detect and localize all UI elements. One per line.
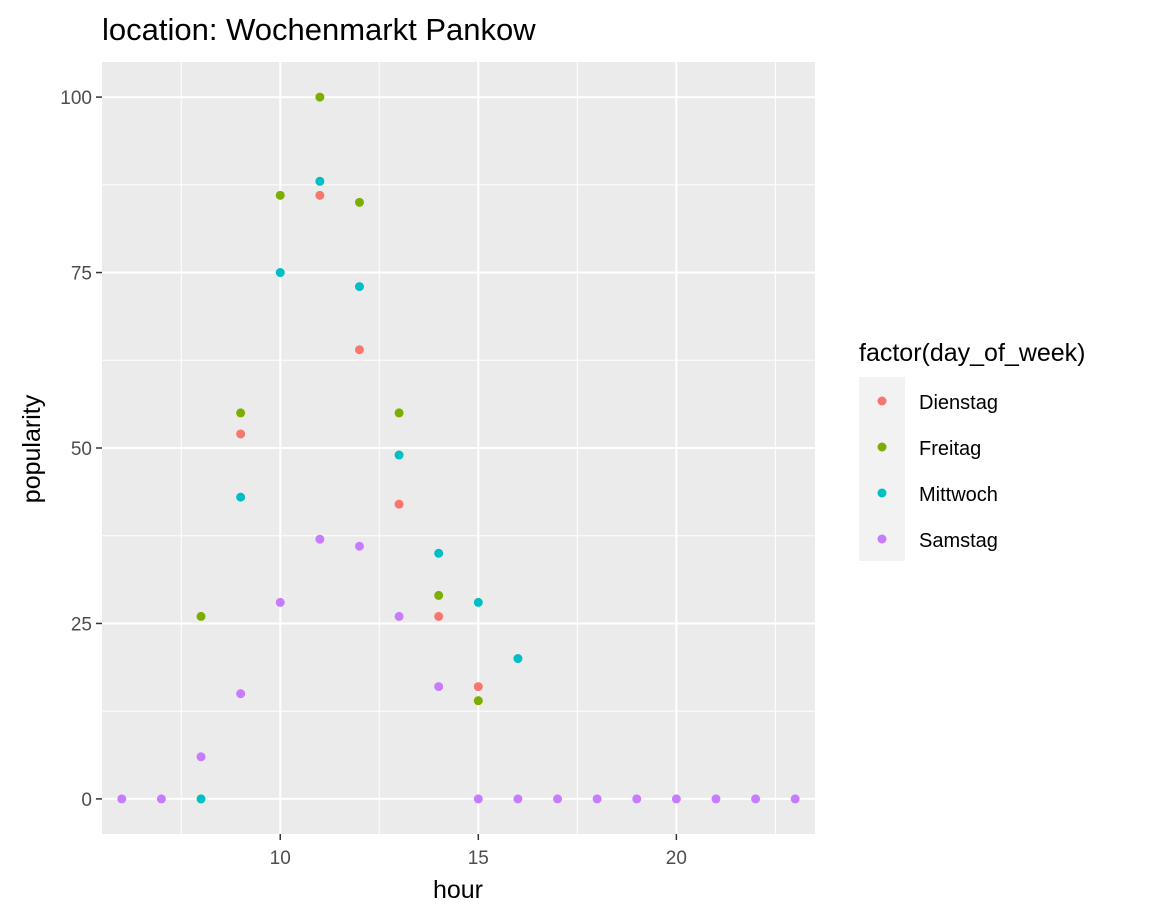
- data-point-mittwoch: [394, 450, 404, 460]
- data-point-samstag: [671, 794, 681, 804]
- data-point-mittwoch: [473, 597, 483, 607]
- data-point-mittwoch: [315, 176, 325, 186]
- x-tick-label: 15: [468, 848, 489, 869]
- legend-items: Dienstag Freitag Mittwoch Samstag: [877, 392, 998, 552]
- data-point-freitag: [275, 190, 285, 200]
- legend-key-samstag: [877, 534, 887, 544]
- y-tick-label: 0: [81, 790, 92, 811]
- data-point-samstag: [354, 541, 364, 551]
- x-axis: 10 15 20: [270, 834, 687, 869]
- data-point-samstag: [632, 794, 642, 804]
- data-point-mittwoch: [275, 268, 285, 278]
- data-point-dienstag: [315, 190, 325, 200]
- x-tick-label: 20: [666, 848, 687, 869]
- data-point-freitag: [354, 197, 364, 207]
- legend-key-background: [859, 377, 905, 561]
- data-point-mittwoch: [196, 794, 206, 804]
- y-axis-title: popularity: [18, 394, 46, 503]
- y-tick-label: 25: [71, 614, 92, 635]
- data-point-mittwoch: [434, 548, 444, 558]
- y-tick-label: 50: [71, 439, 92, 460]
- data-point-dienstag: [434, 611, 444, 621]
- data-point-freitag: [315, 92, 325, 102]
- y-tick-label: 75: [71, 264, 92, 285]
- data-point-samstag: [592, 794, 602, 804]
- legend-title: factor(day_of_week): [859, 339, 1086, 367]
- data-point-samstag: [394, 611, 404, 621]
- major-gridlines: [102, 62, 815, 834]
- data-point-samstag: [473, 794, 483, 804]
- legend: factor(day_of_week) Dienstag Freitag Mittw…: [859, 339, 1086, 561]
- plot-panel: [102, 62, 815, 834]
- data-point-samstag: [196, 752, 206, 762]
- data-point-samstag: [315, 534, 325, 544]
- data-point-freitag: [434, 590, 444, 600]
- chart-title: location: Wochenmarkt Pankow: [102, 12, 536, 47]
- data-point-samstag: [236, 689, 246, 699]
- data-point-dienstag: [236, 429, 246, 439]
- legend-label-samstag: Samstag: [919, 530, 998, 552]
- data-point-dienstag: [473, 682, 483, 692]
- data-point-freitag: [236, 408, 246, 418]
- legend-key-freitag: [877, 442, 887, 452]
- legend-label-freitag: Freitag: [919, 438, 981, 460]
- data-point-samstag: [156, 794, 166, 804]
- legend-label-dienstag: Dienstag: [919, 392, 998, 414]
- data-point-dienstag: [354, 345, 364, 355]
- data-point-samstag: [790, 794, 800, 804]
- data-point-samstag: [553, 794, 563, 804]
- data-point-freitag: [394, 408, 404, 418]
- data-point-samstag: [751, 794, 761, 804]
- y-tick-label: 100: [60, 88, 92, 109]
- data-point-mittwoch: [354, 282, 364, 292]
- data-point-freitag: [473, 696, 483, 706]
- data-point-samstag: [434, 682, 444, 692]
- data-point-samstag: [117, 794, 127, 804]
- data-point-samstag: [513, 794, 523, 804]
- legend-key-dienstag: [877, 396, 887, 406]
- legend-label-mittwoch: Mittwoch: [919, 484, 998, 506]
- data-point-samstag: [275, 597, 285, 607]
- data-point-dienstag: [394, 499, 404, 509]
- data-point-samstag: [711, 794, 721, 804]
- y-axis: 0 25 50 75 100: [60, 88, 102, 811]
- data-point-freitag: [196, 611, 206, 621]
- x-axis-title: hour: [433, 876, 483, 904]
- data-points: [117, 92, 800, 804]
- legend-key-mittwoch: [877, 488, 887, 498]
- data-point-mittwoch: [236, 492, 246, 502]
- x-tick-label: 10: [270, 848, 291, 869]
- data-point-mittwoch: [513, 654, 523, 664]
